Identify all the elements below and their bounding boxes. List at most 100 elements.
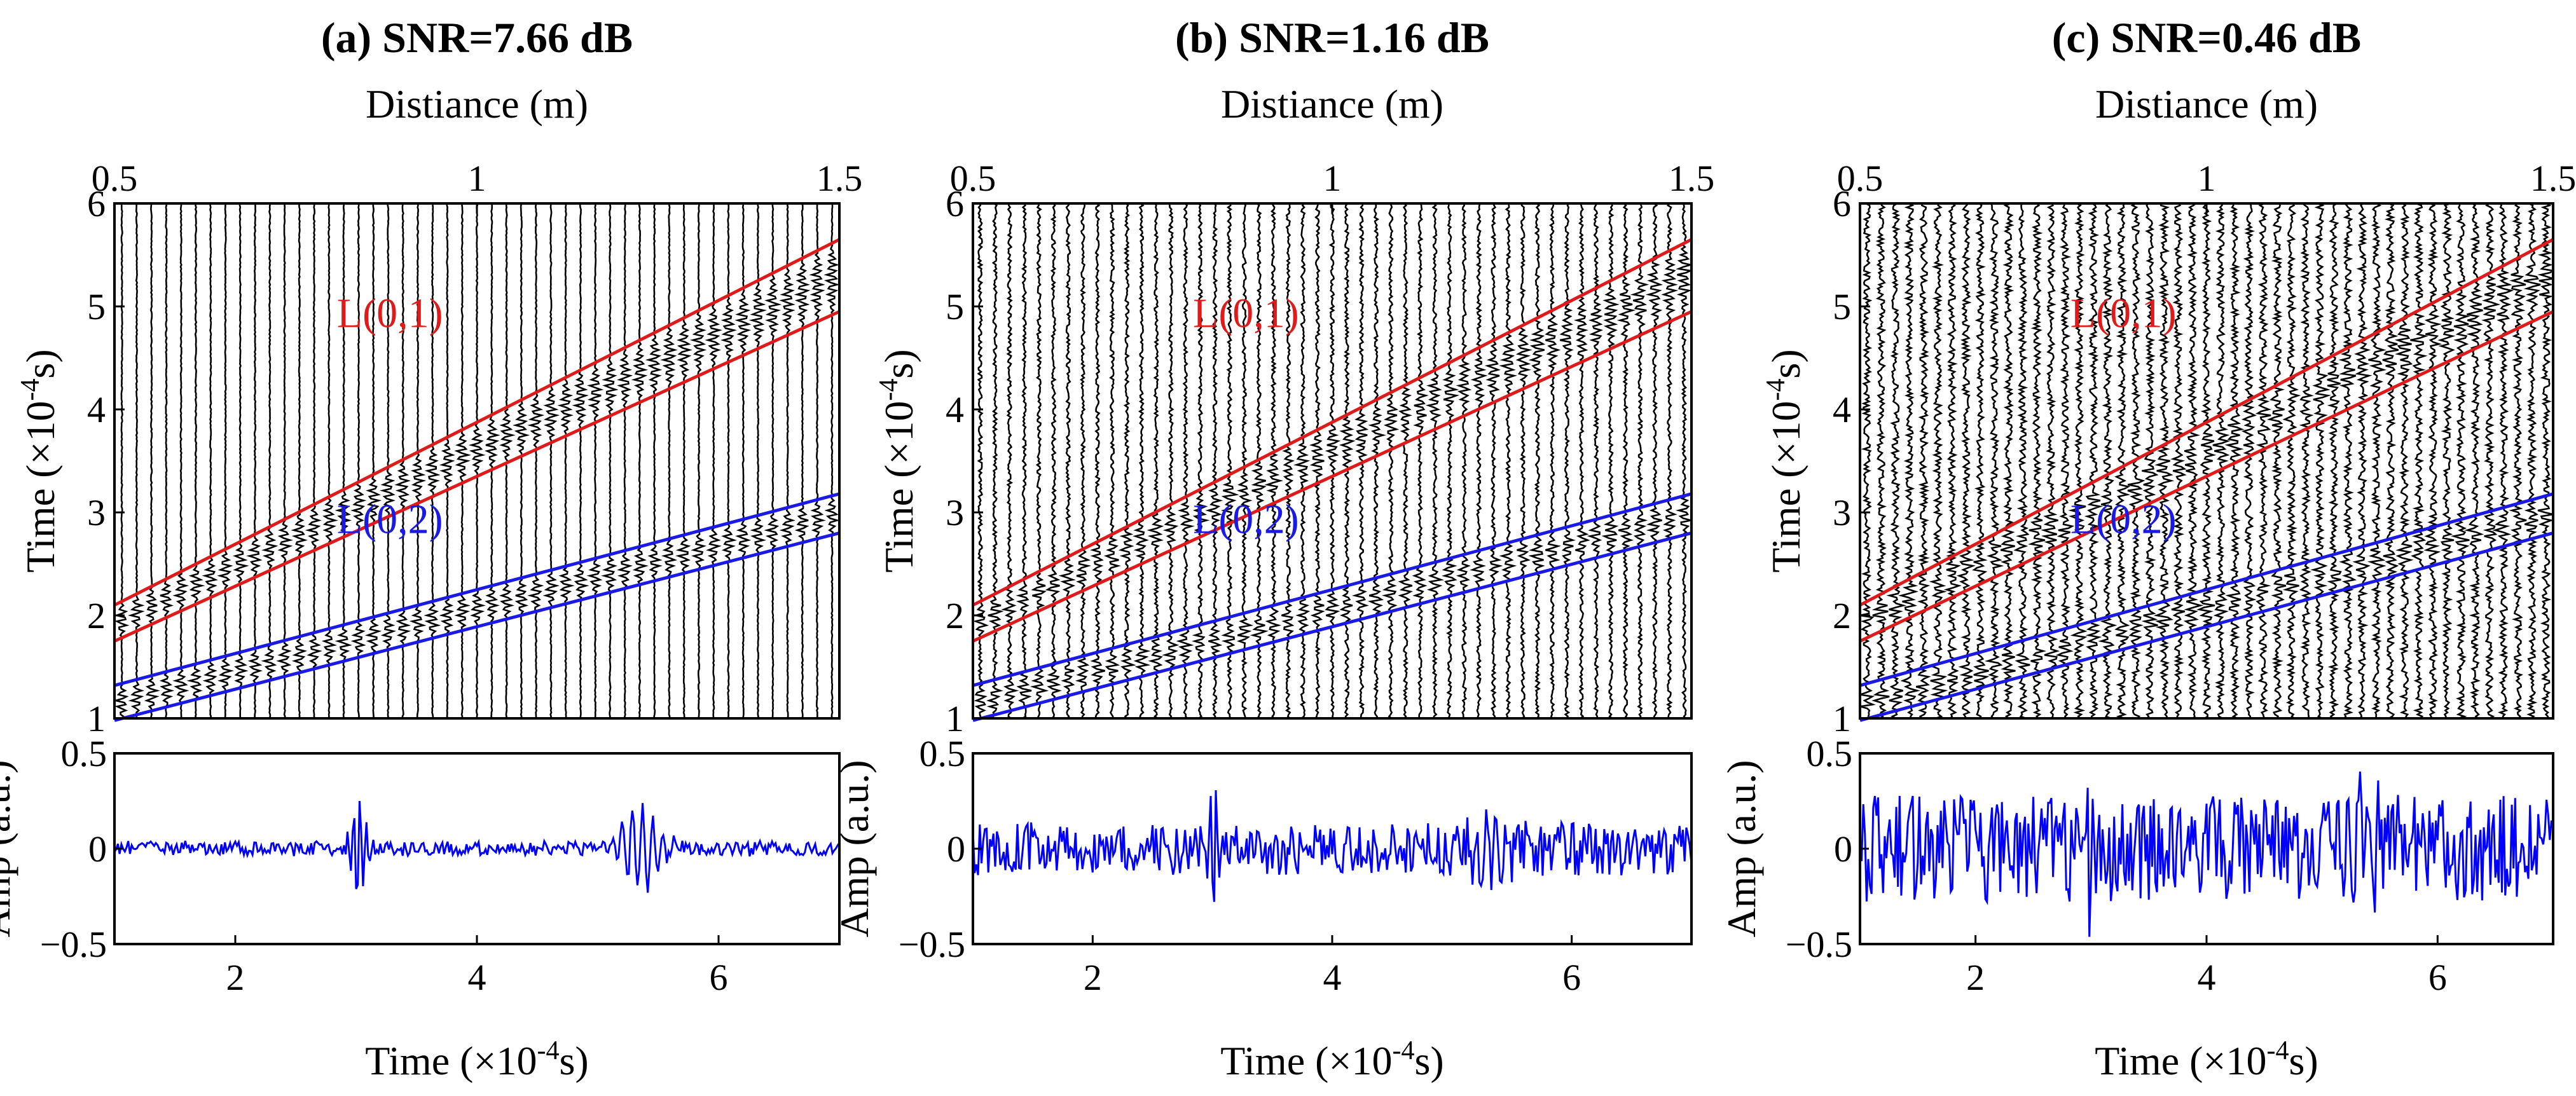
time-tick-label: 6	[946, 183, 964, 224]
time-tick-label: 6	[1833, 183, 1851, 224]
waveform-trace	[1587, 203, 1604, 718]
amp-tick-label: 0.5	[920, 733, 966, 774]
distance-tick-label: 1	[468, 158, 486, 199]
time-label-suffix: s)	[1763, 349, 1808, 378]
waveform-trace	[261, 203, 279, 718]
waveform-trace	[973, 203, 989, 718]
mode-line-L(0,1)	[1859, 310, 2554, 643]
waveform-trace	[823, 203, 839, 718]
mode-label: L(0,1)	[1193, 290, 1299, 336]
panel-a: (a) SNR=7.66 dB Distiance (m) L(0,1) L(0,2)…	[0, 13, 862, 1083]
waveform-trace	[1630, 203, 1650, 718]
waveform-trace	[513, 203, 530, 718]
waveform-trace	[1339, 203, 1356, 718]
waveform-trace	[2170, 203, 2187, 718]
trace-group	[1860, 203, 2553, 718]
time-axis-label-left: Time (×10-4s)	[1761, 349, 1808, 572]
mode-label: L(0,2)	[1193, 496, 1299, 542]
waveform-trace	[1956, 203, 1976, 718]
waveform-trace	[2492, 203, 2514, 718]
mode-line-L(0,2)	[972, 531, 1692, 722]
waveform-trace	[2055, 203, 2075, 718]
waveform-trace	[586, 203, 604, 718]
waveform-trace	[1090, 203, 1105, 718]
waveform-trace	[1264, 203, 1284, 718]
waveform-trace	[454, 203, 471, 718]
waveform-trace	[144, 203, 160, 718]
waveform-trace	[1601, 203, 1620, 718]
distance-tick-label: 1	[2198, 158, 2216, 199]
trace-group	[973, 203, 1691, 718]
time-tick-label: 1	[946, 698, 964, 739]
waveform-trace	[1499, 203, 1518, 718]
waveform-trace	[291, 203, 308, 718]
amp-axis-label: Amp (a.u.)	[1719, 760, 1764, 937]
mode-line-L(0,1)	[972, 238, 1693, 607]
waveform-trace	[2196, 203, 2217, 718]
time-label-exponent: -4	[16, 379, 45, 401]
waveform-trace	[645, 203, 663, 718]
time-axis-label-bottom: Time (×10-4s)	[365, 1036, 588, 1083]
time-tick-label: 1	[87, 698, 106, 739]
mode-line-L(0,2)	[114, 492, 840, 687]
amplitude-signal	[114, 800, 839, 893]
waveform-trace	[1368, 203, 1386, 718]
distance-axis-label: Distiance (m)	[2095, 81, 2318, 127]
waveform-trace	[631, 203, 649, 718]
waveform-trace	[617, 203, 633, 718]
time-tick-label: 2	[1084, 957, 1102, 998]
waveform-trace	[2098, 203, 2118, 718]
time-tick-label: 3	[87, 492, 106, 533]
time-tick-label: 3	[1833, 492, 1851, 533]
waveform-trace	[720, 203, 737, 718]
time-label-suffix: s)	[18, 349, 63, 378]
time-tick-label: 4	[1833, 389, 1851, 430]
waveform-trace	[468, 203, 486, 718]
time-label-suffix: s)	[1415, 1038, 1444, 1083]
time-label-exponent: -4	[1761, 379, 1791, 401]
panel-title: (b) SNR=1.16 dB	[1175, 13, 1489, 62]
amplitude-signal	[973, 790, 1691, 902]
amp-tick-label: −0.5	[1786, 924, 1852, 965]
waveform-trace	[172, 203, 189, 718]
waveform-trace	[2000, 203, 2016, 718]
waveform-trace	[2068, 203, 2088, 718]
amp-tick-label: 0	[88, 828, 107, 870]
waveform-trace	[1470, 203, 1488, 718]
waveform-trace	[2338, 203, 2357, 718]
time-tick-label: 4	[2198, 957, 2216, 998]
waveform-trace	[1860, 203, 1876, 718]
waveform-trace	[2410, 203, 2428, 718]
time-axis-label-bottom: Time (×10-4s)	[2095, 1036, 2318, 1083]
waveform-trace	[2327, 203, 2342, 718]
mode-label: L(0,2)	[337, 496, 443, 542]
waveform-trace	[1484, 203, 1503, 718]
waveform-trace	[1001, 203, 1019, 718]
distance-tick-label: 0.5	[92, 158, 138, 199]
time-label-exponent: -4	[537, 1036, 560, 1065]
waveform-trace	[689, 203, 707, 718]
mode-line-L(0,2)	[1859, 492, 2554, 687]
mode-line-L(0,2)	[972, 492, 1692, 687]
time-label-prefix: Time (×10	[1763, 401, 1808, 573]
distance-axis-label: Distiance (m)	[366, 81, 588, 127]
waveform-trace	[439, 203, 455, 718]
amp-tick-label: 0	[947, 828, 965, 870]
time-tick-label: 1	[1833, 698, 1851, 739]
time-axis-label-left: Time (×10-4s)	[874, 349, 921, 572]
waveform-trace	[2212, 203, 2231, 718]
waveform-trace	[2266, 203, 2287, 718]
amplitude-signal	[1860, 771, 2553, 937]
time-label-suffix: s)	[2289, 1038, 2318, 1083]
waveform-trace	[2382, 203, 2399, 718]
mode-label: L(0,2)	[2070, 496, 2177, 542]
amp-tick-label: 0	[1834, 828, 1852, 870]
waveform-trace	[2450, 203, 2470, 718]
waveform-trace	[424, 203, 441, 718]
waveform-trace	[1147, 203, 1164, 718]
time-label-prefix: Time (×10	[876, 401, 921, 573]
time-tick-label: 5	[87, 286, 106, 327]
trace-group	[114, 203, 839, 718]
waveform-trace	[2041, 203, 2060, 718]
